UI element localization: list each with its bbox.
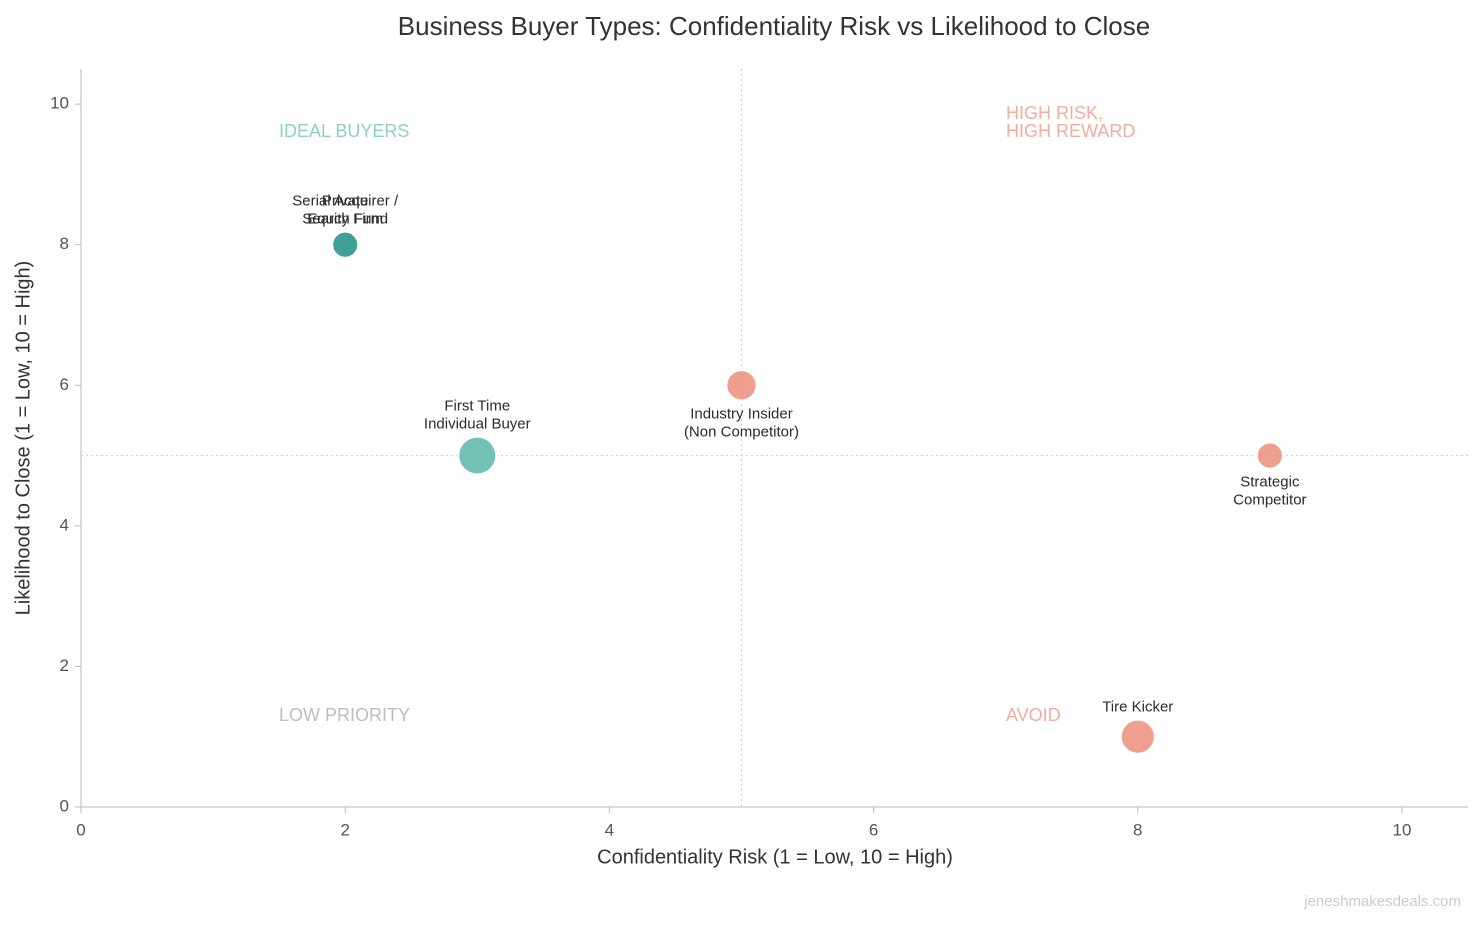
y-tick-label: 2 — [60, 656, 69, 675]
watermark: jeneshmakesdeals.com — [1303, 893, 1461, 910]
x-tick-label: 4 — [605, 820, 614, 839]
x-tick-label: 0 — [76, 820, 85, 839]
quadrant-label: AVOID — [1006, 705, 1061, 725]
y-axis-label: Likelihood to Close (1 = Low, 10 = High) — [12, 261, 34, 616]
y-tick-label: 8 — [60, 234, 69, 253]
buyer-point — [331, 230, 360, 259]
buyer-point — [725, 369, 758, 402]
quadrant-label: IDEAL BUYERS — [279, 121, 409, 141]
x-tick-label: 6 — [869, 820, 878, 839]
point-label: Private Equity Firm — [307, 193, 383, 228]
x-tick-label: 10 — [1392, 820, 1411, 839]
y-tick-label: 10 — [50, 94, 69, 113]
buyer-point — [457, 435, 498, 476]
buyer-point — [1255, 441, 1284, 470]
y-tick-label: 4 — [60, 515, 69, 534]
x-tick-label: 2 — [340, 820, 349, 839]
point-label: Serial Acquirer / Search Fund — [292, 193, 399, 228]
quadrant-label: HIGH RISK, HIGH REWARD — [1006, 103, 1135, 141]
chart-title: Business Buyer Types: Confidentiality Ri… — [398, 11, 1150, 41]
x-axis-label: Confidentiality Risk (1 = Low, 10 = High… — [597, 846, 953, 868]
point-label: Industry Insider (Non Competitor) — [684, 405, 799, 440]
x-tick-label: 8 — [1133, 820, 1142, 839]
quadrant-label: LOW PRIORITY — [279, 705, 410, 725]
point-label: Strategic Competitor — [1233, 474, 1306, 509]
y-tick-label: 0 — [60, 796, 69, 815]
buyer-point — [1119, 718, 1156, 755]
point-label: Tire Kicker — [1102, 699, 1173, 716]
point-label: First Time Individual Buyer — [424, 398, 531, 433]
y-tick-label: 6 — [60, 375, 69, 394]
